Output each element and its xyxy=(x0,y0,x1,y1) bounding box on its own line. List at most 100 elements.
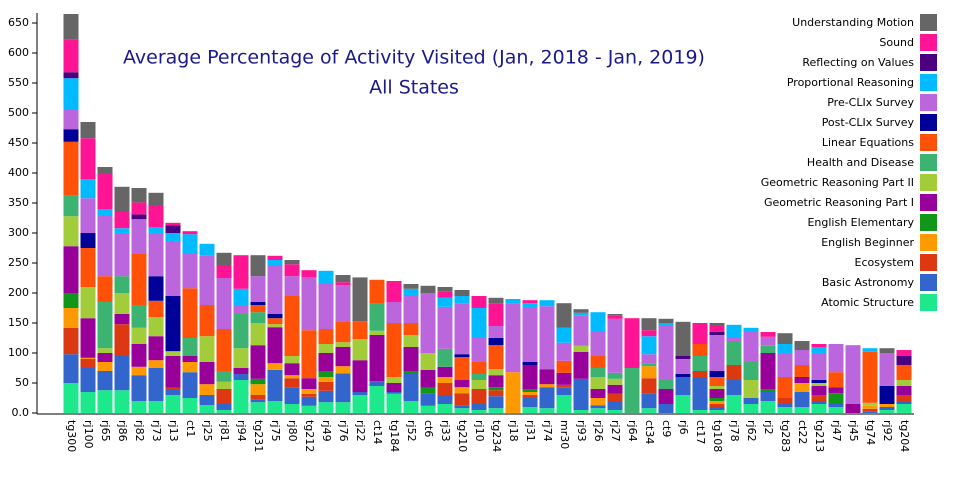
bar-segment xyxy=(777,398,793,404)
bar-segment xyxy=(182,398,198,413)
bar-segment xyxy=(828,372,844,388)
bar-segment xyxy=(709,323,725,326)
x-tick-label: rj64 xyxy=(626,420,639,442)
bar-segment xyxy=(216,381,232,389)
bar-segment xyxy=(148,360,164,368)
bar-segment xyxy=(63,327,79,355)
bar-segment xyxy=(590,408,606,413)
bar-segment xyxy=(896,404,912,413)
bar-segment xyxy=(437,297,453,307)
bar-segment xyxy=(369,303,385,331)
x-tick-label: tg184 xyxy=(388,420,401,452)
bar-segment xyxy=(63,72,79,79)
bar-segment xyxy=(573,345,589,352)
bar-segment xyxy=(743,327,759,332)
bar-segment xyxy=(114,276,130,293)
bar-segment xyxy=(488,396,504,409)
x-tick-label: rj27 xyxy=(609,420,622,442)
y-tick-label: 150 xyxy=(8,316,29,329)
bar-segment xyxy=(318,377,334,382)
bar-segment xyxy=(607,393,623,401)
bar-segment xyxy=(318,344,334,353)
bar-segment xyxy=(267,260,283,266)
bar-segment xyxy=(590,398,606,406)
bar-segment xyxy=(369,386,385,413)
bar-segment xyxy=(386,383,402,392)
bar-segment xyxy=(471,389,487,404)
bar-segment xyxy=(471,404,487,410)
bar-segment xyxy=(454,354,470,358)
bar-segment xyxy=(471,374,487,380)
bar-segment xyxy=(335,282,351,286)
bar-segment xyxy=(199,362,215,385)
bar-segment xyxy=(318,353,334,371)
bar-segment xyxy=(709,386,725,389)
bar-segment xyxy=(437,287,453,292)
bar-segment xyxy=(471,338,487,362)
legend-swatch xyxy=(920,54,937,71)
bar-segment xyxy=(199,384,215,395)
x-tick-label: rj22 xyxy=(354,420,367,442)
bar-segment xyxy=(675,359,691,374)
bar-segment xyxy=(437,377,453,383)
bar-segment xyxy=(539,300,555,307)
bar-segment xyxy=(63,195,79,217)
bar-segment xyxy=(97,215,113,277)
bar-segment xyxy=(777,377,793,398)
bar-segment xyxy=(369,279,385,304)
chart-subtitle: All States xyxy=(369,77,459,99)
bar-segment xyxy=(556,395,572,413)
bar-segment xyxy=(573,378,589,410)
legend-label: Health and Disease xyxy=(807,156,914,169)
x-tick-label: rj10 xyxy=(473,420,486,442)
bar-segment xyxy=(726,324,742,338)
bar-segment xyxy=(318,270,334,284)
bar-segment xyxy=(454,405,470,409)
bar-segment xyxy=(709,326,725,332)
x-tick-label: rj76 xyxy=(337,420,350,442)
bar-segment xyxy=(437,395,453,404)
bar-segment xyxy=(267,327,283,364)
x-tick-label: rj18 xyxy=(507,420,520,442)
x-tick-label: tg210 xyxy=(456,420,469,452)
bar-segment xyxy=(522,392,538,395)
y-tick-label: 300 xyxy=(8,226,29,239)
bar-segment xyxy=(63,129,79,142)
bar-segment xyxy=(352,277,368,322)
bar-segment xyxy=(828,393,844,404)
bar-segment xyxy=(862,405,878,409)
bar-segment xyxy=(760,401,776,413)
bar-segment xyxy=(114,390,130,413)
bar-segment xyxy=(403,371,419,374)
bar-segment xyxy=(709,398,725,401)
bar-segment xyxy=(403,323,419,335)
bar-segment xyxy=(267,266,283,314)
bar-segment xyxy=(97,173,113,209)
bar-segment xyxy=(522,389,538,392)
bar-segment xyxy=(233,314,249,349)
x-tick-label: ct1 xyxy=(184,420,197,437)
bar-segment xyxy=(590,312,606,332)
bar-segment xyxy=(80,248,96,287)
bar-segment xyxy=(97,371,113,391)
bar-segment xyxy=(760,392,776,401)
bar-segment xyxy=(250,323,266,346)
bar-segment xyxy=(63,354,79,383)
legend-swatch xyxy=(920,114,937,131)
bar-segment xyxy=(97,167,113,173)
bar-segment xyxy=(879,348,895,353)
bar-segment xyxy=(335,347,351,367)
bar-segment xyxy=(539,369,555,385)
bar-segment xyxy=(777,333,793,344)
bar-segment xyxy=(811,344,827,347)
bar-segment xyxy=(216,329,232,371)
bar-segment xyxy=(726,395,742,413)
bar-segment xyxy=(879,407,895,410)
bar-segment xyxy=(505,299,521,304)
bar-segment xyxy=(182,362,198,373)
bar-segment xyxy=(658,326,674,380)
x-tick-label: tg74 xyxy=(864,420,877,445)
bar-segment xyxy=(80,198,96,233)
bar-segment xyxy=(896,365,912,380)
bar-segment xyxy=(488,345,504,370)
